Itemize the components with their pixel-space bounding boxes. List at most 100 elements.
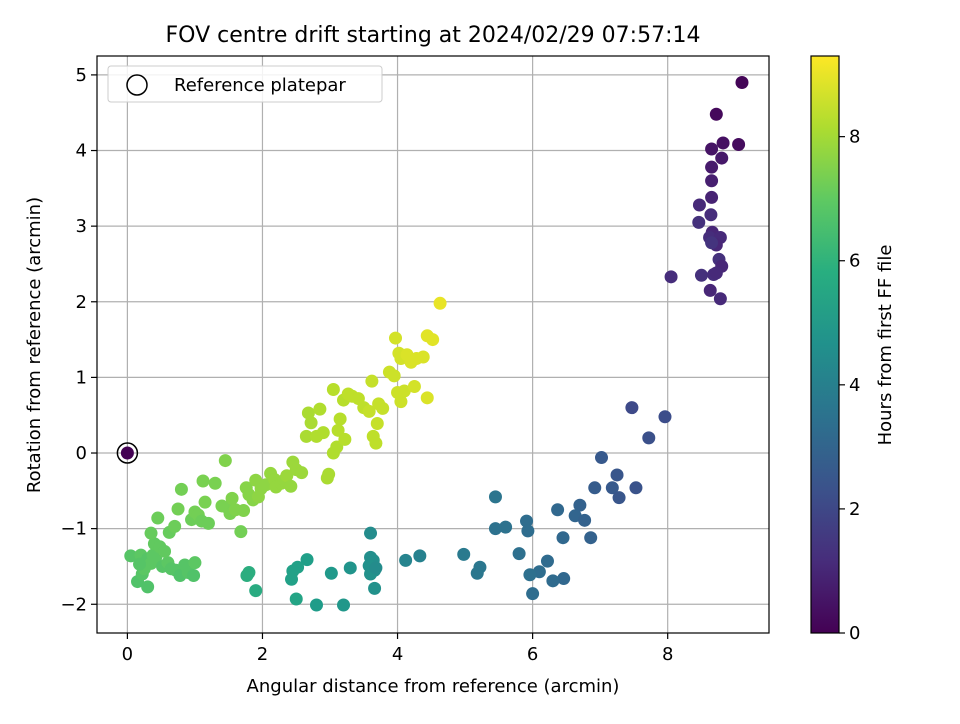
data-point (187, 569, 201, 583)
colorbar-tick-label: 2 (849, 499, 860, 520)
data-point (692, 215, 706, 229)
data-point (584, 531, 598, 545)
data-point (368, 581, 382, 595)
data-point (171, 502, 185, 516)
data-point (470, 566, 484, 580)
data-point (557, 572, 571, 586)
x-tick-label: 8 (662, 644, 673, 665)
data-point (124, 549, 138, 563)
data-point (629, 481, 643, 495)
y-tick-label: −2 (60, 594, 87, 615)
data-point (595, 451, 609, 465)
data-point (399, 553, 413, 567)
x-tick-label: 6 (527, 644, 538, 665)
y-tick-label: 3 (76, 216, 87, 237)
data-point (369, 436, 383, 450)
data-point (704, 208, 718, 222)
data-point (578, 513, 592, 527)
data-point (215, 499, 229, 513)
data-point (338, 432, 352, 446)
data-point (249, 584, 263, 598)
x-tick-label: 2 (257, 644, 268, 665)
data-point (551, 503, 565, 517)
data-point (337, 598, 351, 612)
data-point (133, 557, 147, 571)
data-point (705, 160, 719, 174)
data-point (333, 412, 347, 426)
data-point (201, 516, 215, 530)
reference-point (120, 446, 134, 460)
data-point (413, 549, 427, 563)
data-point (512, 547, 526, 561)
data-point (612, 491, 626, 505)
data-point (709, 266, 723, 280)
data-point (141, 580, 155, 594)
y-tick-label: −1 (60, 519, 87, 540)
data-point (389, 331, 403, 345)
colorbar-label: Hours from first FF file (875, 245, 896, 446)
data-point (208, 476, 222, 490)
data-point (343, 561, 357, 575)
data-point (144, 526, 158, 540)
y-tick-label: 2 (76, 292, 87, 313)
data-point (540, 554, 554, 568)
legend-box (107, 65, 383, 103)
data-points (116, 75, 749, 612)
data-point (284, 479, 298, 493)
data-point (394, 395, 408, 409)
colorbar-tick-label: 6 (849, 251, 860, 272)
data-point (289, 592, 303, 606)
data-point (694, 268, 708, 282)
x-tick-label: 0 (122, 644, 133, 665)
data-point (322, 467, 336, 481)
colorbar-tick-label: 4 (849, 375, 860, 396)
data-point (168, 519, 182, 533)
data-point (573, 498, 587, 512)
data-point (309, 598, 323, 612)
data-point (370, 417, 384, 431)
data-point (304, 416, 318, 430)
data-point (237, 503, 251, 517)
data-point (658, 410, 672, 424)
data-point (588, 481, 602, 495)
data-point (556, 531, 570, 545)
data-point (280, 469, 294, 483)
data-point (705, 142, 719, 156)
data-point (188, 556, 202, 570)
data-point (316, 426, 330, 440)
data-point (433, 296, 447, 310)
data-point (326, 382, 340, 396)
data-point (705, 190, 719, 204)
data-point (174, 482, 188, 496)
plot-frame (96, 55, 770, 634)
colorbar-gradient (810, 55, 840, 634)
data-point (313, 402, 327, 416)
data-point (625, 401, 639, 415)
data-point (732, 137, 746, 151)
data-point (295, 466, 309, 480)
data-point (365, 374, 379, 388)
data-point (407, 379, 421, 393)
data-point (692, 198, 706, 212)
data-point (715, 151, 729, 165)
reference-platepar-marker (116, 442, 139, 464)
data-point (196, 474, 210, 488)
x-tick-label: 4 (392, 644, 403, 665)
colorbar: 0 2 4 6 8 Hours from first FF file (810, 55, 896, 644)
colorbar-tick-label: 8 (849, 127, 860, 148)
data-point (331, 423, 345, 437)
y-axis-label: Rotation from reference (arcmin) (24, 197, 45, 493)
data-point (526, 587, 540, 601)
data-point (703, 283, 717, 297)
data-point (234, 525, 248, 539)
y-tick-label: 1 (76, 367, 87, 388)
data-point (610, 468, 624, 482)
data-point (387, 369, 401, 383)
data-point (376, 401, 390, 415)
data-point (521, 524, 535, 538)
data-point (416, 350, 430, 364)
data-point (158, 544, 172, 558)
data-point (488, 490, 502, 504)
